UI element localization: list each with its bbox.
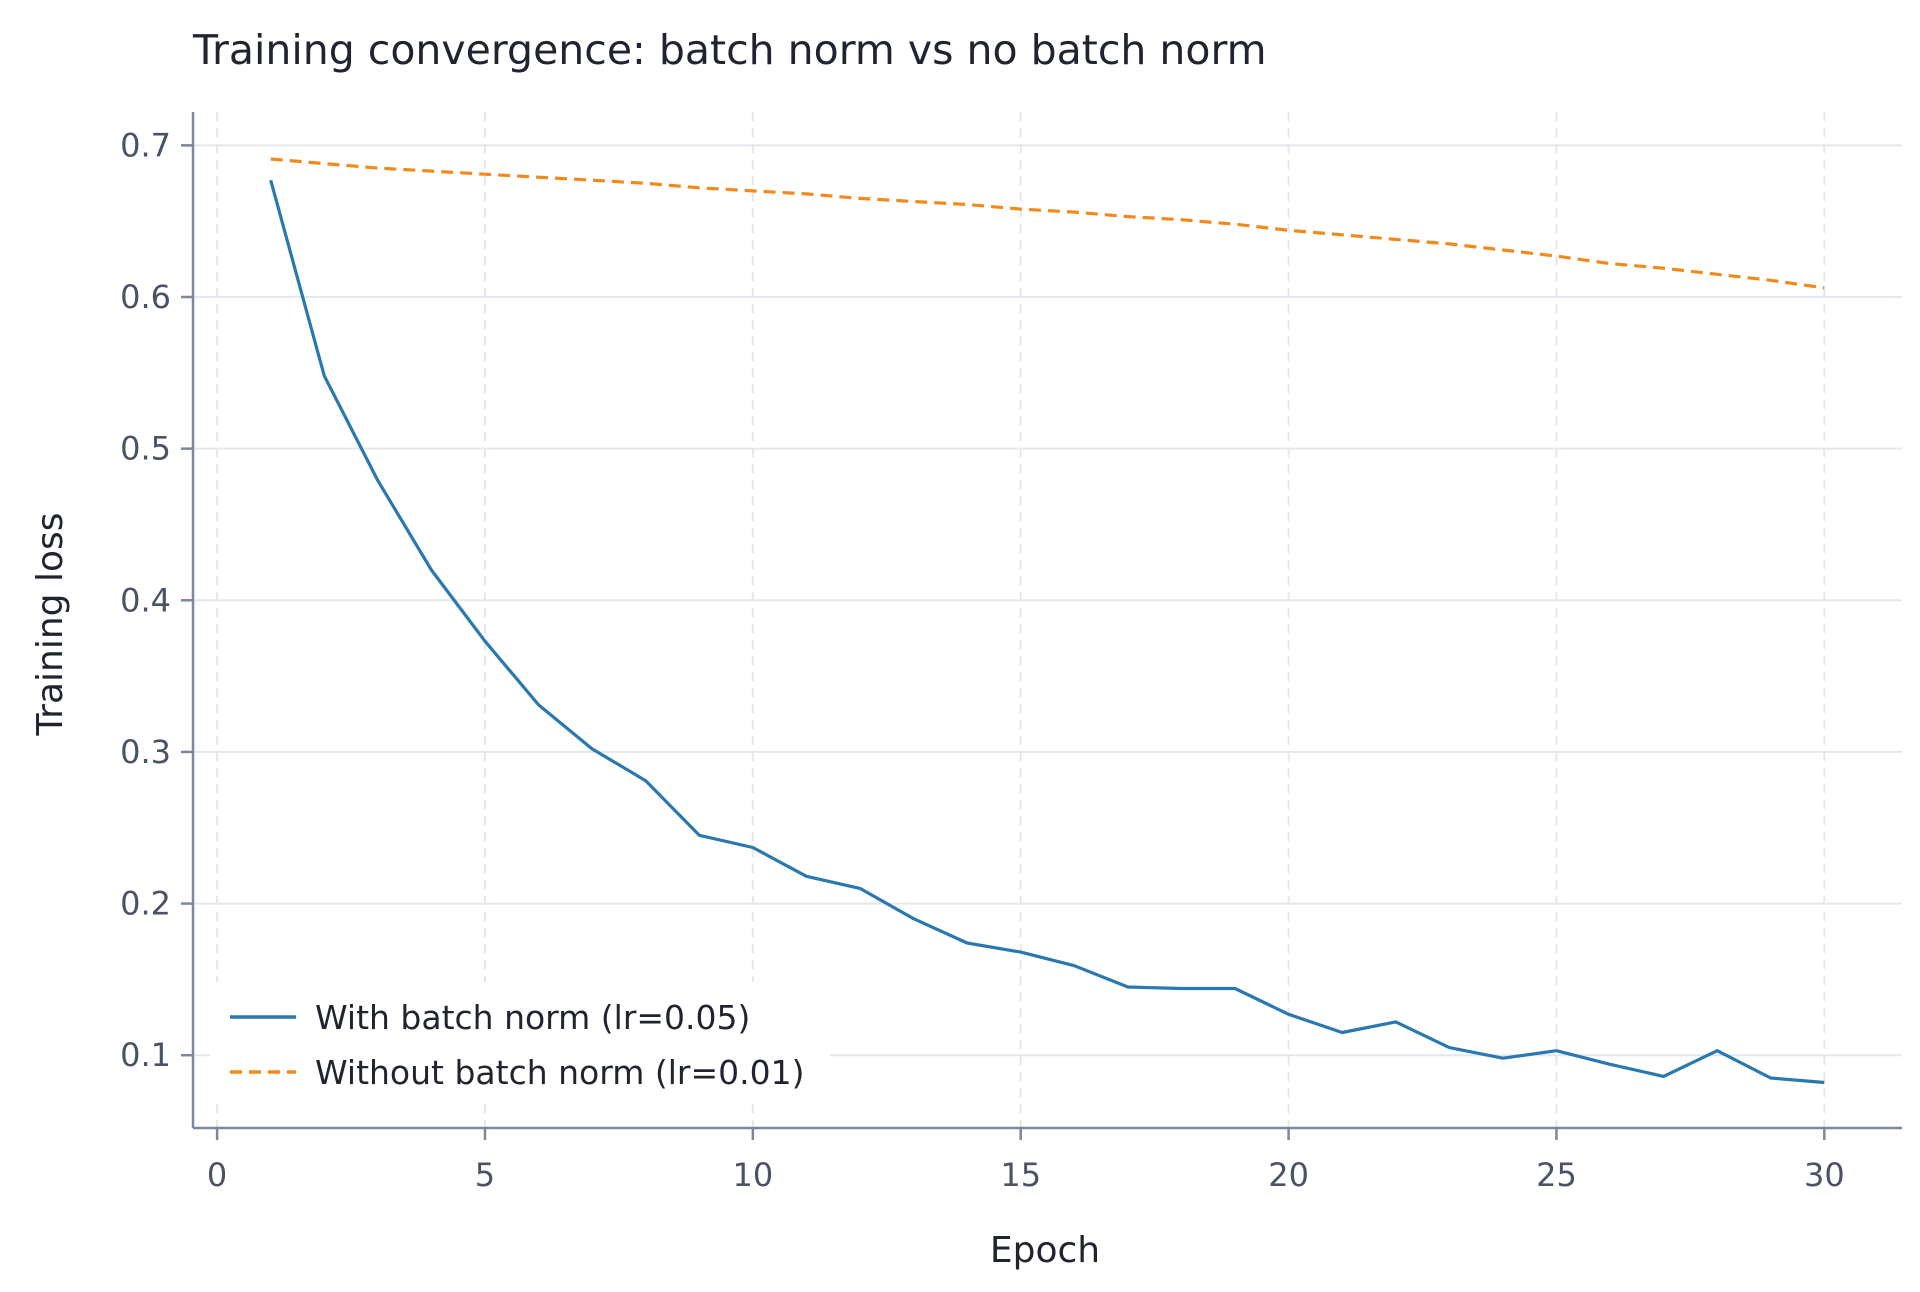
- legend-background: [210, 982, 830, 1100]
- legend-label-without-batch-norm: Without batch norm (lr=0.01): [315, 1053, 804, 1092]
- series-line-with-batch-norm: [269, 179, 1825, 1085]
- y-tick-label: 0.3: [120, 733, 171, 771]
- y-tick-label: 0.1: [120, 1036, 171, 1074]
- y-tick-label: 0.7: [120, 126, 171, 164]
- y-axis-label: Training loss: [30, 512, 71, 736]
- chart-title: Training convergence: batch norm vs no b…: [192, 26, 1267, 74]
- plot-area: [269, 157, 1825, 1085]
- y-tick-label: 0.4: [120, 581, 171, 619]
- x-axis-label: Epoch: [990, 1230, 1100, 1271]
- y-tick-label: 0.6: [120, 278, 171, 316]
- series-line-without-batch-norm: [270, 157, 1825, 290]
- y-tick-label: 0.5: [120, 430, 171, 468]
- x-tick-label: 25: [1536, 1156, 1577, 1194]
- x-tick-label: 10: [732, 1156, 773, 1194]
- grid: [193, 112, 1902, 1128]
- tick-labels: 0.1 0.2 0.3 0.4 0.5 0.6 0.7 0 5 10 15 20 25 30: [120, 126, 1845, 1194]
- x-tick-label: 30: [1804, 1156, 1845, 1194]
- legend-label-with-batch-norm: With batch norm (lr=0.05): [315, 998, 750, 1037]
- y-tick-label: 0.2: [120, 885, 171, 923]
- axes: [181, 112, 1902, 1140]
- x-tick-label: 5: [475, 1156, 495, 1194]
- x-tick-label: 15: [1000, 1156, 1041, 1194]
- x-tick-label: 0: [207, 1156, 227, 1194]
- legend: With batch norm (lr=0.05) Without batch …: [210, 982, 830, 1100]
- x-tick-label: 20: [1268, 1156, 1309, 1194]
